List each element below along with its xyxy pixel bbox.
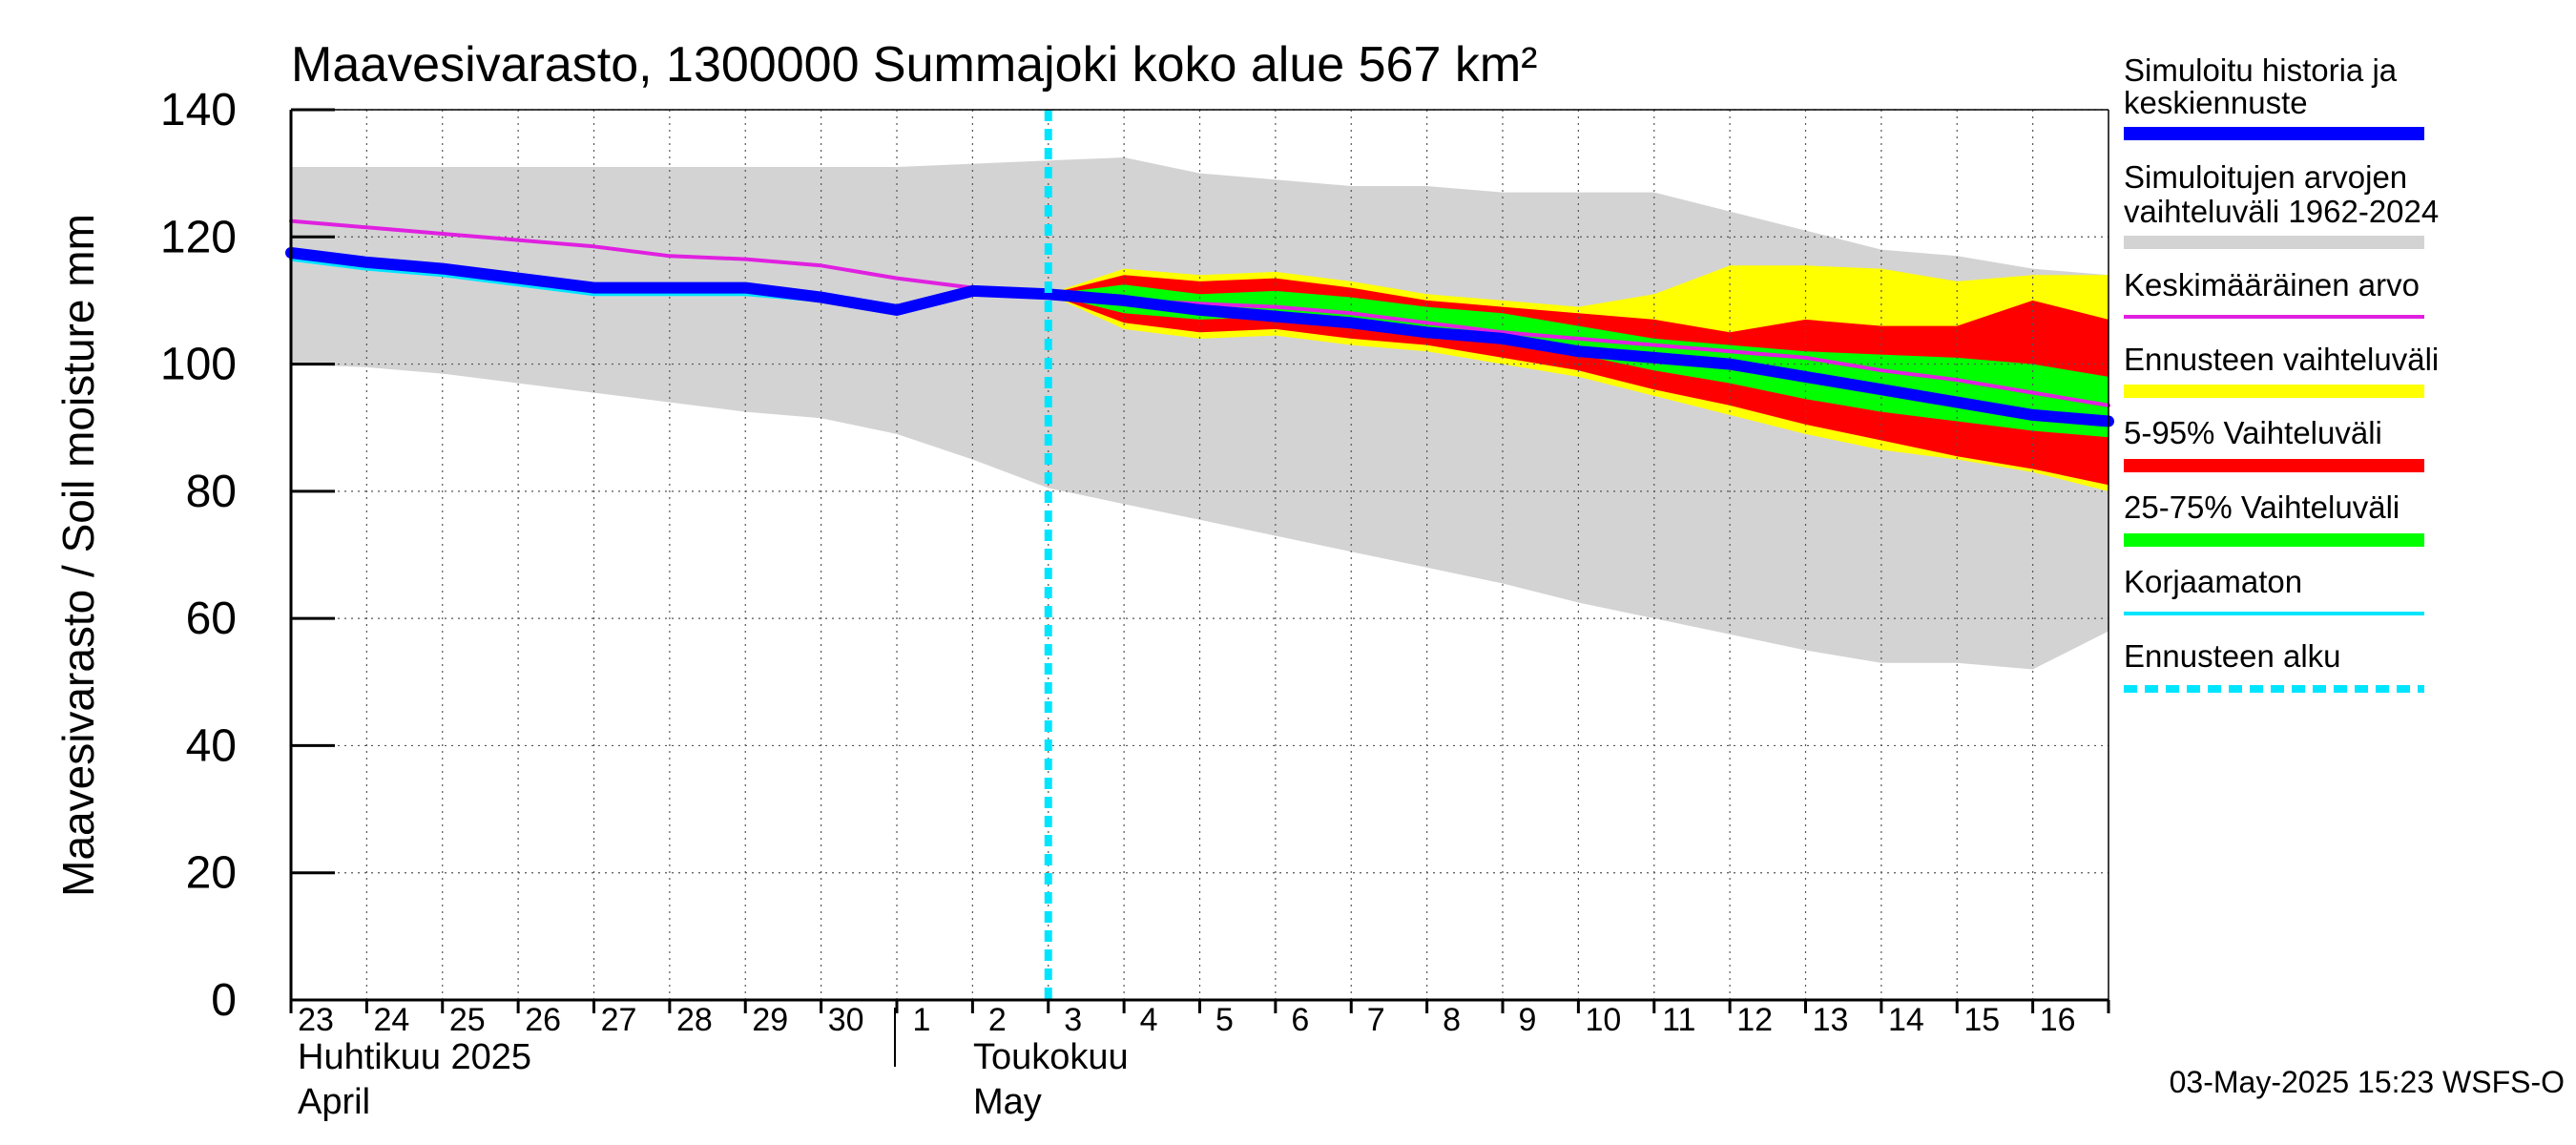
y-tick-label: 140 (160, 85, 237, 135)
y-tick-label: 60 (186, 593, 237, 644)
legend-label-line: Simuloitu historia ja (2124, 52, 2398, 88)
legend-label: Korjaamaton (2124, 564, 2302, 599)
x-tick-label: 7 (1367, 1002, 1385, 1038)
x-tick-label: 9 (1519, 1002, 1537, 1038)
legend-label: 5-95% Vaihteluväli (2124, 415, 2382, 450)
y-tick-label: 100 (160, 340, 237, 390)
y-tick-label: 40 (186, 720, 237, 771)
x-tick-label: 27 (601, 1002, 637, 1038)
x-tick-label: 29 (752, 1002, 788, 1038)
legend-label: Keskimääräinen arvo (2124, 267, 2420, 302)
x-tick-label: 23 (298, 1002, 334, 1038)
x-tick-label: 30 (828, 1002, 864, 1038)
chart-title: Maavesivarasto, 1300000 Summajoki koko a… (291, 37, 1537, 93)
x-tick-label: 11 (1662, 1002, 1695, 1038)
x-tick-label: 2 (988, 1002, 1007, 1038)
y-tick-label: 0 (211, 975, 237, 1026)
x-tick-label: 1 (913, 1002, 931, 1038)
y-tick-label: 120 (160, 212, 237, 262)
x-tick-label: 13 (1813, 1002, 1849, 1038)
timestamp: 03-May-2025 15:23 WSFS-O (2170, 1065, 2565, 1099)
month-label-april-en: April (298, 1082, 370, 1122)
legend-label: Simuloitujen arvojen vaihteluväli 1962-20… (2124, 159, 2439, 229)
legend-label-line: keskiennuste (2124, 85, 2308, 120)
y-tick-label: 80 (186, 467, 237, 517)
x-tick-label: 10 (1585, 1002, 1621, 1038)
x-tick-label: 3 (1064, 1002, 1082, 1038)
legend-label-line: vaihteluväli 1962-2024 (2124, 194, 2439, 229)
mean-value-line (289, 219, 2110, 407)
x-tick-label: 12 (1736, 1002, 1773, 1038)
x-tick-label: 16 (2040, 1002, 2076, 1038)
p25-p75-band (1048, 284, 2109, 438)
x-tick-label: 26 (525, 1002, 561, 1038)
x-tick-label: 4 (1140, 1002, 1158, 1038)
x-tick-label: 25 (449, 1002, 486, 1038)
x-tick-label: 15 (1963, 1002, 2000, 1038)
y-axis-label: Maavesivarasto / Soil moisture mm (53, 214, 103, 897)
legend-label: Simuloitu historia ja keskiennuste (2124, 52, 2398, 120)
month-label-may-en: May (973, 1082, 1042, 1122)
month-label-may-fi: Toukokuu (973, 1037, 1129, 1077)
x-tick-label: 28 (676, 1002, 713, 1038)
legend-label: Ennusteen alku (2124, 638, 2341, 674)
legend-label: 25-75% Vaihteluväli (2124, 489, 2399, 525)
month-label-april-fi: Huhtikuu 2025 (298, 1037, 531, 1077)
x-tick-label: 8 (1443, 1002, 1461, 1038)
legend-label-line: Simuloitujen arvojen (2124, 159, 2407, 195)
x-tick-label: 24 (373, 1002, 409, 1038)
x-tick-label: 6 (1291, 1002, 1309, 1038)
p5-p95-band (1048, 275, 2109, 486)
legend-label: Ennusteen vaihteluväli (2124, 342, 2439, 377)
legend: Simuloitu historia ja keskiennusteSimuloi… (2124, 52, 2439, 693)
x-tick-label: 5 (1215, 1002, 1234, 1038)
median-forecast-line (285, 246, 2114, 427)
y-tick-label: 20 (186, 848, 237, 899)
x-tick-label: 14 (1888, 1002, 1924, 1038)
